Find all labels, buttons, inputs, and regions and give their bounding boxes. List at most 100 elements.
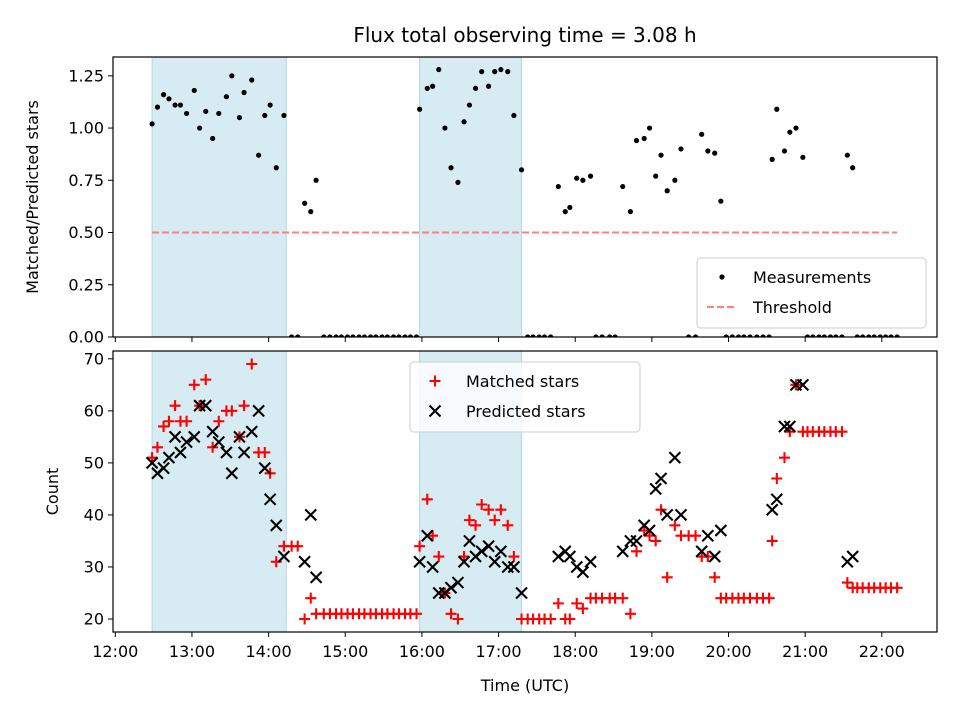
- y-tick-label: 70: [84, 349, 104, 368]
- measurements-point: [723, 334, 729, 337]
- measurements-point: [877, 334, 883, 337]
- predicted-stars-point: [475, 545, 488, 558]
- measurements-point: [288, 334, 295, 337]
- measurements-point: [492, 69, 498, 75]
- matched-stars-point: [163, 415, 175, 427]
- matched-stars-point: [169, 400, 181, 412]
- measurements-point: [402, 334, 408, 337]
- measurements-point: [735, 334, 742, 337]
- measurements-point: [833, 334, 839, 337]
- x-tick-label: 12:00: [92, 642, 138, 661]
- measurements-point: [548, 334, 554, 337]
- measurements-point: [350, 334, 356, 337]
- y-tick-label: 50: [84, 453, 104, 472]
- predicted-stars-point: [225, 467, 239, 480]
- predicted-stars-point: [168, 430, 182, 444]
- predicted-stars-point: [426, 560, 439, 574]
- measurements-point: [241, 89, 247, 96]
- matched-stars-point: [470, 519, 482, 531]
- measurements-point: [844, 152, 850, 158]
- predicted-stars-point: [576, 565, 590, 579]
- matched-stars-point: [483, 504, 495, 516]
- measurements-point: [787, 129, 793, 135]
- measurements-point: [705, 148, 711, 154]
- matched-stars-point: [421, 493, 433, 505]
- observing-window-span: [419, 56, 523, 338]
- predicted-stars-point: [668, 451, 682, 464]
- measurements-point: [816, 334, 822, 337]
- predicted-stars-point: [695, 545, 708, 558]
- matched-stars-point: [631, 545, 643, 557]
- x-tick-label: 14:00: [246, 642, 292, 661]
- measurements-point: [333, 334, 339, 337]
- predicted-stars-point: [846, 550, 859, 563]
- measurements-point: [599, 334, 605, 337]
- measurements-point: [860, 334, 866, 337]
- measurements-point: [653, 173, 659, 179]
- measurements-point: [747, 334, 753, 337]
- measurements-point: [741, 334, 747, 337]
- measurements-point: [699, 131, 705, 137]
- matched-stars-point: [841, 577, 853, 589]
- y-tick-label: 20: [84, 609, 104, 628]
- predicted-stars-point: [220, 446, 233, 459]
- predicted-stars-point: [674, 508, 688, 522]
- matched-stars-point: [638, 525, 650, 537]
- measurements-point: [327, 334, 333, 337]
- predicted-stars-point: [421, 529, 434, 542]
- measurements-point: [754, 334, 760, 337]
- matched-stars-point: [763, 592, 775, 604]
- measurements-point: [455, 179, 461, 185]
- matched-stars-point: [181, 415, 193, 427]
- y-tick-label: 0.75: [68, 171, 104, 190]
- matched-stars-point: [552, 597, 564, 609]
- legend-predicted-stars-label: Predicted stars: [466, 402, 586, 421]
- measurements-point: [183, 110, 190, 117]
- measurements-point: [472, 85, 479, 91]
- measurements-point: [442, 125, 448, 131]
- matched-stars-point: [207, 441, 219, 453]
- x-tick-label: 13:00: [169, 642, 215, 661]
- predicted-stars-point: [174, 446, 187, 459]
- measurements-point: [678, 146, 684, 152]
- matched-stars-point: [259, 446, 271, 458]
- predicted-stars-point: [482, 539, 495, 553]
- legend-measurements-label: Measurements: [753, 268, 871, 287]
- measurements-point: [379, 334, 385, 337]
- measurements-point: [210, 135, 216, 142]
- x-tick-label: 18:00: [552, 642, 598, 661]
- predicted-stars-point: [180, 435, 193, 449]
- measurements-point: [612, 334, 618, 337]
- measurements-point: [223, 94, 230, 100]
- top-panel-ratio: 0.00 0.25 0.50 0.75 1.00 1.25 Matched/Predicte…: [23, 56, 938, 347]
- measurements-point: [580, 177, 586, 183]
- predicted-stars-point: [212, 435, 226, 449]
- matched-stars-point: [669, 519, 681, 531]
- measurements-point: [356, 334, 362, 337]
- bottom-panel-counts: 20 30 40 50 60 70 12:00 13:00 14:00 15:00 16:00 17:…: [43, 349, 938, 661]
- measurements-point: [686, 334, 692, 337]
- predicted-stars-point: [233, 430, 246, 444]
- measurements-point: [766, 334, 772, 337]
- measurements-point: [413, 334, 420, 337]
- predicted-stars-point: [488, 555, 501, 568]
- axes-frame: [112, 56, 938, 338]
- measurements-point: [479, 69, 485, 75]
- predicted-stars-point: [708, 550, 721, 563]
- measurements-point: [866, 334, 872, 337]
- matched-stars-point: [427, 530, 439, 542]
- y-tick-label: 40: [84, 505, 104, 524]
- measurements-point: [229, 73, 235, 79]
- predicted-stars-point: [770, 493, 784, 506]
- predicted-stars-point: [515, 586, 528, 600]
- measurements-point: [793, 125, 799, 131]
- predicted-stars-point: [298, 555, 311, 568]
- matched-stars-point: [188, 379, 200, 391]
- y-tick-label: 0.00: [68, 328, 104, 347]
- measurements-point: [587, 173, 594, 179]
- measurements-point: [555, 183, 561, 190]
- measurements-point: [321, 334, 327, 337]
- predicted-stars-point: [630, 534, 643, 548]
- measurements-point: [664, 188, 670, 194]
- legend-predicted-stars-marker: [428, 404, 442, 418]
